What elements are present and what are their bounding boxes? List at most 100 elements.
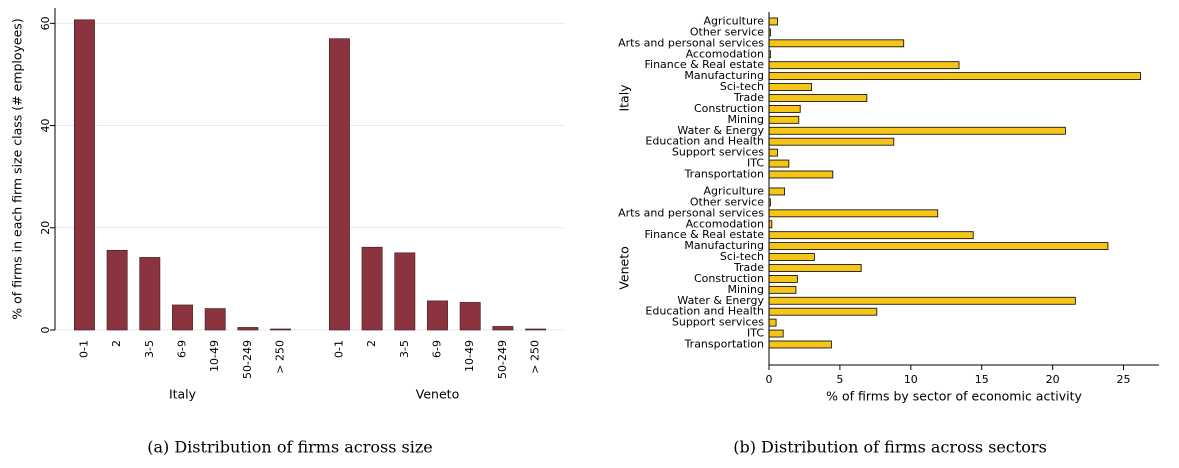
- bar: [768, 72, 1141, 81]
- bar: [525, 328, 547, 331]
- y-tick-label: Manufacturing: [684, 239, 764, 252]
- bar: [139, 257, 161, 331]
- bar: [768, 137, 895, 146]
- y-tick-label: Education and Health: [645, 305, 764, 318]
- y-tick-label: Water & Energy: [677, 124, 764, 137]
- bar: [361, 246, 383, 331]
- bar: [768, 83, 812, 91]
- x-tick-label: 3-5: [143, 340, 156, 358]
- bar: [768, 318, 777, 327]
- bar: [204, 308, 226, 331]
- bar: [768, 39, 905, 48]
- y-tick-label: Accomodation: [686, 47, 764, 60]
- y-tick-label: ITC: [747, 327, 764, 340]
- bar: [394, 252, 416, 331]
- y-tick-label: 60: [39, 16, 52, 30]
- bar: [768, 209, 939, 218]
- bar: [768, 187, 786, 196]
- plot-area: [55, 8, 565, 330]
- x-tick-label: 25: [1117, 373, 1131, 386]
- bar: [328, 38, 350, 331]
- y-tick-label: Other service: [690, 25, 764, 38]
- bar: [768, 264, 862, 272]
- bar: [237, 327, 259, 331]
- y-tick-label: Finance & Real estate: [645, 228, 765, 241]
- bar: [270, 328, 292, 331]
- y-tick-label: Agriculture: [704, 14, 765, 27]
- group-label: Italy: [169, 387, 197, 402]
- x-tick-label: 2: [365, 340, 378, 347]
- bar: [768, 170, 834, 179]
- y-tick-label: Transportation: [684, 167, 764, 180]
- x-tick-label: 15: [975, 373, 989, 386]
- y-tick-label: Education and Health: [645, 135, 764, 148]
- x-tick-label: 10-49: [208, 340, 221, 372]
- y-tick-label: Construction: [694, 272, 764, 285]
- y-tick-label: ITC: [747, 157, 764, 170]
- x-tick-label: 50-249: [241, 340, 254, 379]
- bar: [427, 300, 448, 331]
- x-tick-label: 0-1: [332, 340, 345, 358]
- x-tick-label: 10: [904, 373, 918, 386]
- bar: [73, 19, 95, 331]
- y-axis-title: % of firms in each firm size class (# em…: [10, 18, 25, 319]
- x-tick-label: 0: [766, 373, 773, 386]
- bar: [768, 105, 801, 113]
- x-tick-label: 2: [110, 340, 123, 347]
- caption: (a) Distribution of firms across size: [147, 438, 433, 457]
- y-tick-label: Mining: [727, 113, 764, 126]
- bar: [768, 94, 868, 102]
- x-tick-label: 0-1: [77, 340, 90, 358]
- bar: [768, 253, 815, 261]
- y-tick-label: Agriculture: [704, 184, 765, 197]
- y-tick-label: Support services: [672, 146, 764, 159]
- y-tick-label: 20: [39, 221, 52, 235]
- y-tick-label: 0: [39, 327, 52, 334]
- y-tick-label: Arts and personal services: [618, 36, 764, 49]
- x-tick-label: 6-9: [431, 340, 444, 358]
- bar: [768, 340, 832, 349]
- x-axis-title: % of firms by sector of economic activit…: [826, 389, 1082, 404]
- bar: [172, 304, 193, 331]
- bar: [768, 296, 1076, 305]
- x-tick-label: 3-5: [398, 340, 411, 358]
- x-tick-label: 6-9: [176, 340, 189, 358]
- caption: (b) Distribution of firms across sectors: [733, 438, 1047, 457]
- x-tick-label: 10-49: [463, 340, 476, 372]
- y-tick-label: 40: [39, 119, 52, 133]
- y-tick-label: Mining: [727, 283, 764, 296]
- y-tick-label: Sci-tech: [720, 80, 764, 93]
- bar: [459, 302, 481, 331]
- y-tick-label: Manufacturing: [684, 69, 764, 82]
- bar: [768, 17, 778, 26]
- y-tick-label: Construction: [694, 102, 764, 115]
- y-tick-label: Sci-tech: [720, 250, 764, 263]
- bar: [492, 326, 514, 331]
- bar: [768, 242, 1109, 251]
- y-tick-label: Water & Energy: [677, 294, 764, 307]
- bar: [106, 249, 128, 331]
- x-tick-label: 20: [1046, 373, 1060, 386]
- bar: [768, 285, 797, 294]
- bar: [768, 231, 974, 240]
- bar: [768, 275, 798, 283]
- bar: [768, 61, 960, 70]
- bar: [768, 115, 800, 124]
- bar: [768, 126, 1066, 135]
- group-label: Veneto: [416, 387, 459, 402]
- x-tick-label: > 250: [274, 340, 287, 374]
- x-tick-label: > 250: [529, 340, 542, 374]
- group-label: Veneto: [617, 246, 632, 289]
- y-tick-label: Arts and personal services: [618, 206, 764, 219]
- x-tick-label: 5: [836, 373, 843, 386]
- y-tick-label: Other service: [690, 195, 764, 208]
- bar: [768, 159, 790, 168]
- y-tick-label: Finance & Real estate: [645, 58, 765, 71]
- bar: [768, 307, 878, 316]
- y-tick-label: Support services: [672, 316, 764, 329]
- y-tick-label: Trade: [733, 91, 764, 104]
- bar: [768, 148, 778, 157]
- y-tick-label: Accomodation: [686, 217, 764, 230]
- y-tick-label: Trade: [733, 261, 764, 274]
